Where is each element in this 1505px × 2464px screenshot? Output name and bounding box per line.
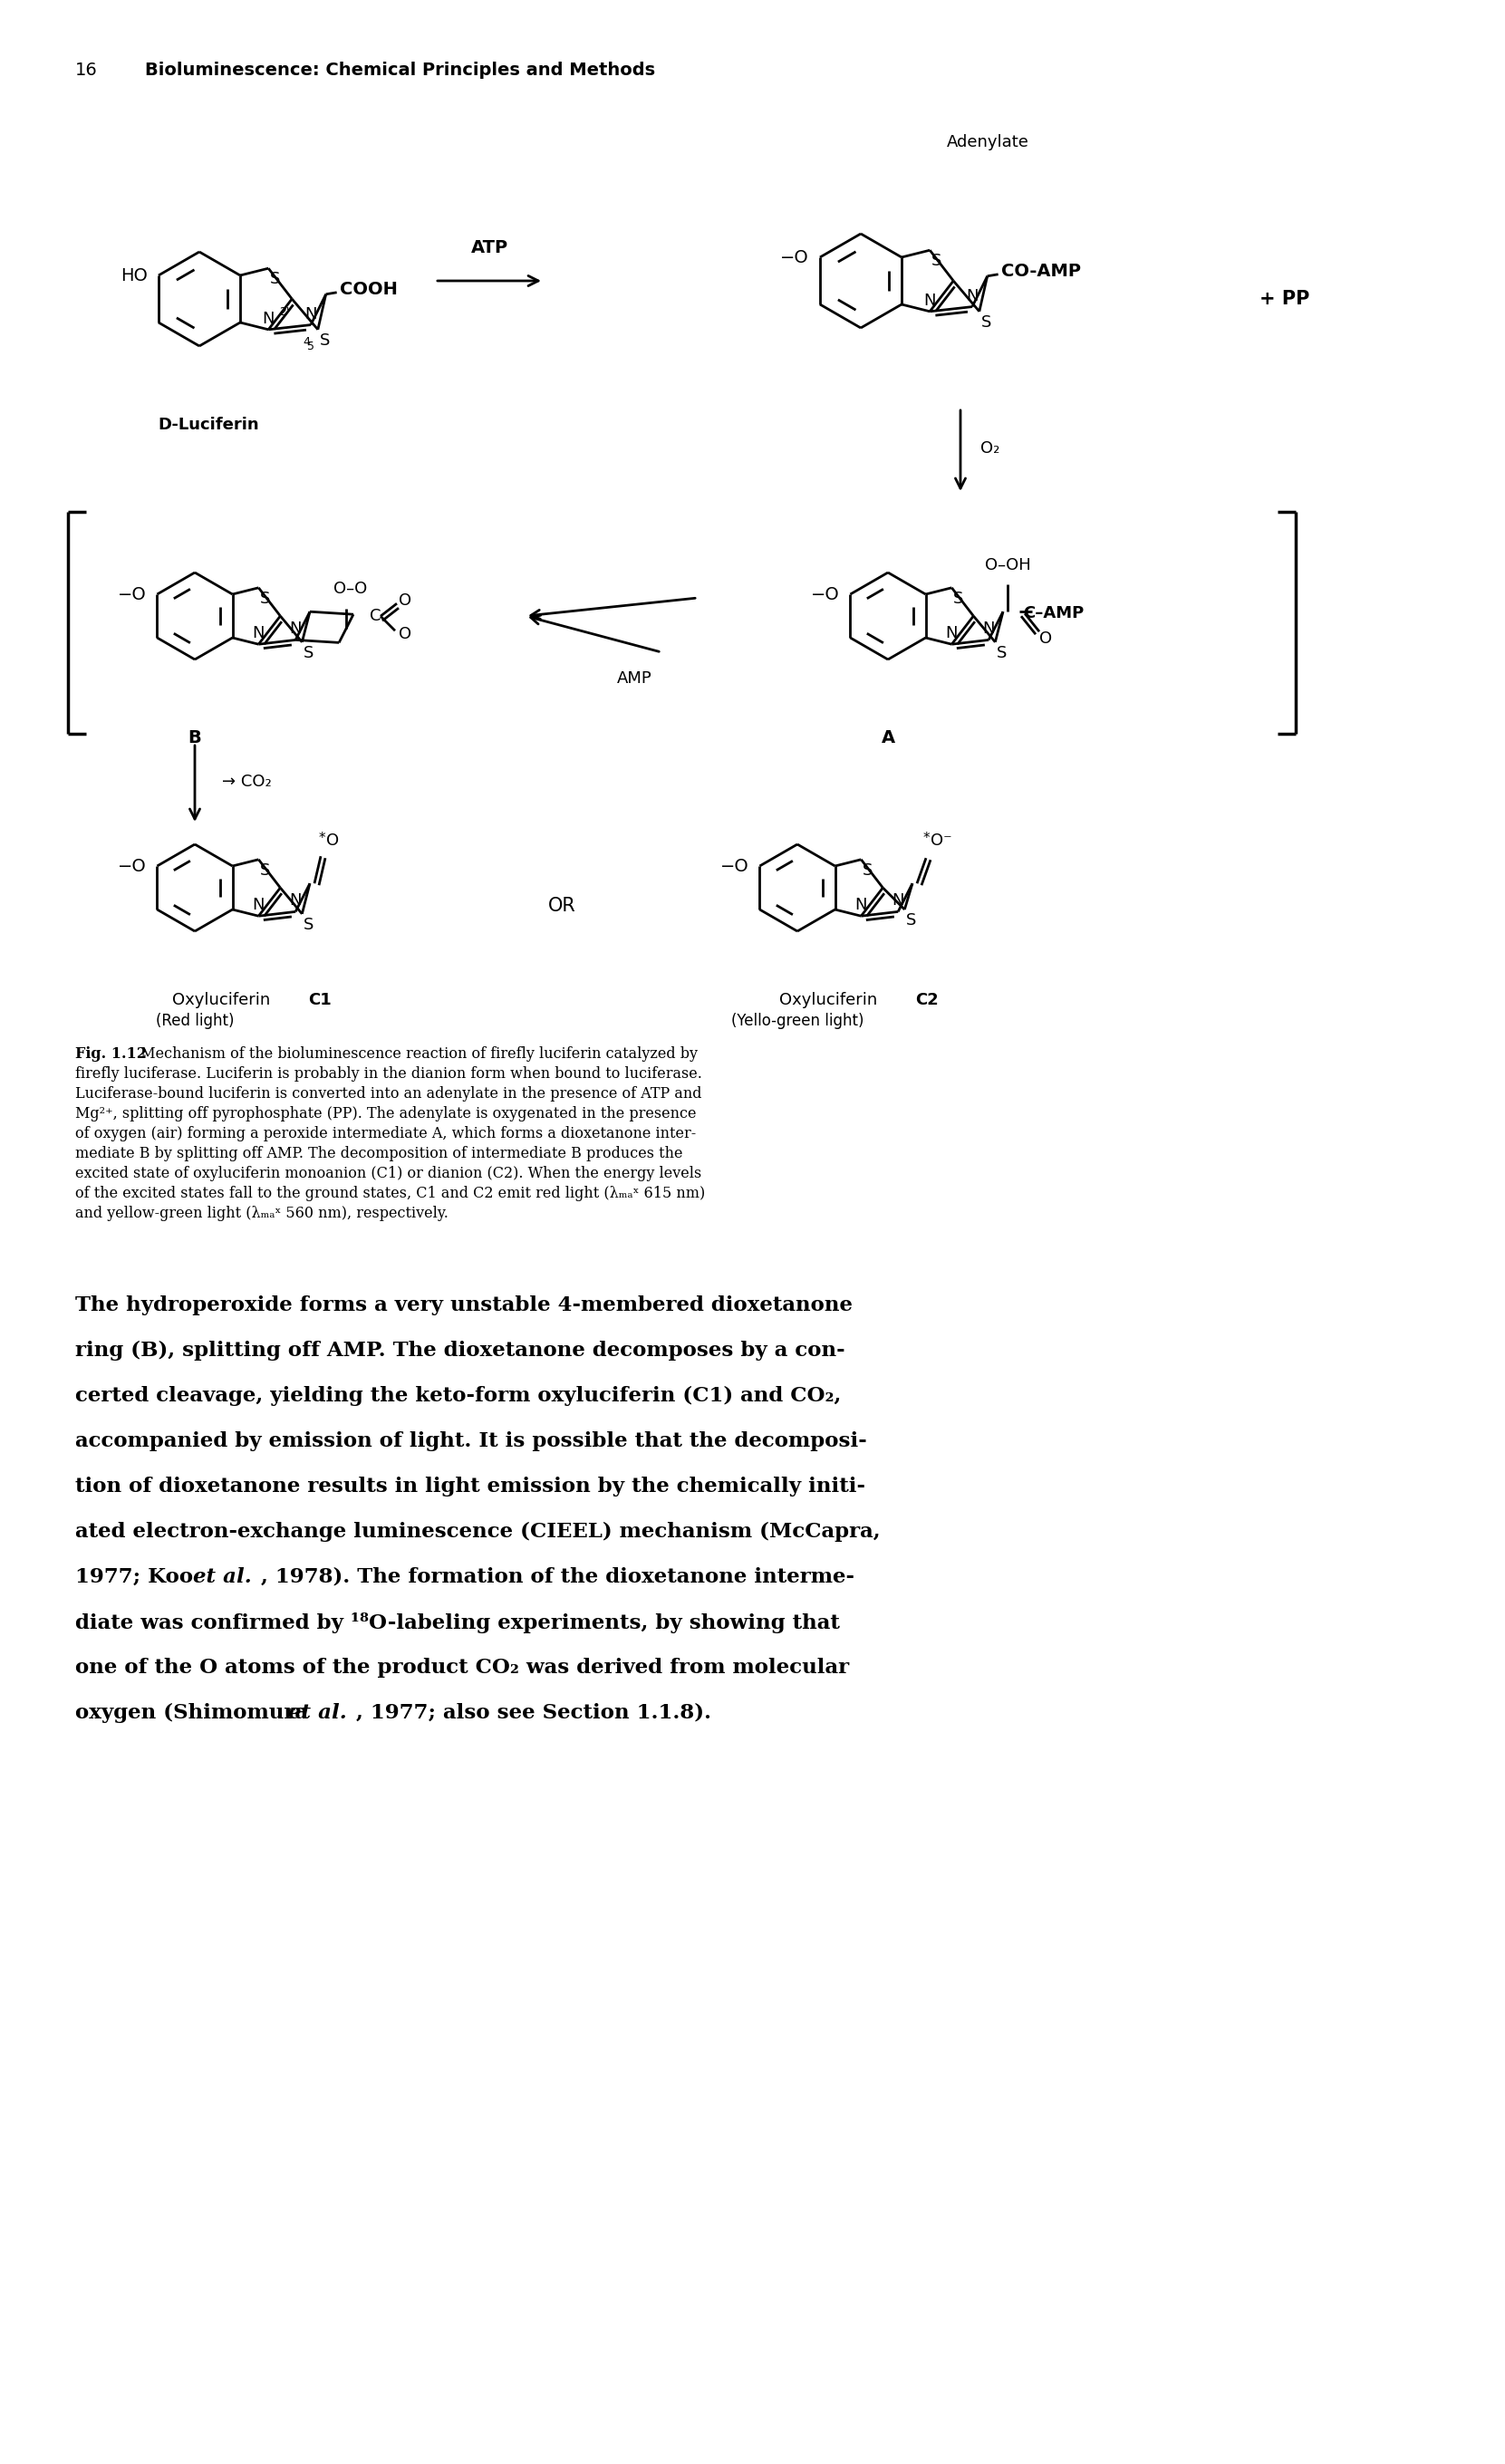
Text: of oxygen (air) forming a peroxide intermediate A, which forms a dioxetanone int: of oxygen (air) forming a peroxide inter… [75,1126,697,1141]
Text: O: O [399,594,411,609]
Text: excited state of oxyluciferin monoanion (C1) or dianion (C2). When the energy le: excited state of oxyluciferin monoanion … [75,1165,701,1180]
Text: S: S [304,917,315,934]
Text: et al.: et al. [287,1703,346,1722]
Text: N: N [924,293,936,308]
Text: O: O [1040,631,1052,648]
Text: AMP: AMP [617,670,652,687]
Text: S: S [954,591,963,606]
Text: diate was confirmed by ¹⁸O-labeling experiments, by showing that: diate was confirmed by ¹⁸O-labeling expe… [75,1611,840,1634]
Text: Oxyluciferin: Oxyluciferin [780,993,877,1008]
Text: *: * [319,833,327,845]
Text: S: S [932,254,942,269]
Text: S: S [862,862,873,880]
Text: The hydroperoxide forms a very unstable 4-membered dioxetanone: The hydroperoxide forms a very unstable … [75,1296,853,1316]
Text: ring (B), splitting off AMP. The dioxetanone decomposes by a con-: ring (B), splitting off AMP. The dioxeta… [75,1340,844,1360]
Text: O–OH: O–OH [984,557,1031,574]
Text: + PP: + PP [1260,291,1309,308]
Text: C1: C1 [309,993,331,1008]
Text: Bioluminescence: Chemical Principles and Methods: Bioluminescence: Chemical Principles and… [144,62,655,79]
Text: (Red light): (Red light) [155,1013,233,1030]
Text: , 1978). The formation of the dioxetanone interme-: , 1978). The formation of the dioxetanon… [260,1567,855,1587]
Text: OR: OR [548,897,576,914]
Text: → CO₂: → CO₂ [223,774,271,791]
Text: O: O [327,833,339,850]
Text: N: N [253,897,265,914]
Text: 2': 2' [280,306,290,318]
Text: CO-AMP: CO-AMP [1001,264,1081,281]
Text: oxygen (Shimomura: oxygen (Shimomura [75,1703,316,1722]
Text: −O: −O [780,249,810,266]
Text: N: N [966,288,978,303]
Text: 4: 4 [303,335,310,347]
Text: firefly luciferase. Luciferin is probably in the dianion form when bound to luci: firefly luciferase. Luciferin is probabl… [75,1067,703,1082]
Text: S: S [271,271,280,288]
Text: N: N [855,897,867,914]
Text: S: S [906,912,917,929]
Text: HO: HO [120,266,147,283]
Text: N: N [262,310,274,328]
Text: O⁻: O⁻ [930,833,953,850]
Text: tion of dioxetanone results in light emission by the chemically initi-: tion of dioxetanone results in light emi… [75,1476,865,1496]
Text: O–O: O–O [334,582,367,596]
Text: C2: C2 [915,993,939,1008]
Text: N: N [304,306,318,323]
Text: ATP: ATP [471,239,507,256]
Text: S: S [996,646,1007,660]
Text: B: B [188,729,202,747]
Text: , 1977; also see Section 1.1.8).: , 1977; also see Section 1.1.8). [357,1703,712,1722]
Text: S: S [981,315,992,330]
Text: −O: −O [719,857,749,875]
Text: O: O [399,626,411,643]
Text: certed cleavage, yielding the keto-form oxyluciferin (C1) and CO₂,: certed cleavage, yielding the keto-form … [75,1385,841,1407]
Text: N: N [983,621,995,638]
Text: et al.: et al. [193,1567,251,1587]
Text: ated electron-exchange luminescence (CIEEL) mechanism (McCapra,: ated electron-exchange luminescence (CIE… [75,1523,880,1542]
Text: S: S [304,646,315,660]
Text: −O: −O [117,586,146,604]
Text: Oxyluciferin: Oxyluciferin [172,993,271,1008]
Text: *: * [923,833,930,845]
Text: N: N [289,892,301,909]
Text: N: N [289,621,301,638]
Text: Fig. 1.12: Fig. 1.12 [75,1047,147,1062]
Text: and yellow-green light (λₘₐˣ 560 nm), respectively.: and yellow-green light (λₘₐˣ 560 nm), re… [75,1205,448,1222]
Text: A: A [880,729,895,747]
Text: D-Luciferin: D-Luciferin [158,416,259,434]
Text: of the excited states fall to the ground states, C1 and C2 emit red light (λₘₐˣ : of the excited states fall to the ground… [75,1185,706,1202]
Text: S: S [260,591,271,606]
Text: N: N [945,626,957,641]
Text: accompanied by emission of light. It is possible that the decomposi-: accompanied by emission of light. It is … [75,1432,867,1451]
Text: S: S [319,333,330,347]
Text: N: N [892,892,905,909]
Text: −O: −O [811,586,840,604]
Text: one of the O atoms of the product CO₂ was derived from molecular: one of the O atoms of the product CO₂ wa… [75,1658,849,1678]
Text: N: N [253,626,265,641]
Text: C: C [370,609,381,623]
Text: −O: −O [117,857,146,875]
Text: 16: 16 [75,62,98,79]
Text: Mg²⁺, splitting off pyrophosphate (PP). The adenylate is oxygenated in the prese: Mg²⁺, splitting off pyrophosphate (PP). … [75,1106,697,1121]
Text: Adenylate: Adenylate [947,133,1029,150]
Text: C–AMP: C–AMP [1023,606,1084,621]
Text: Mechanism of the bioluminescence reaction of firefly luciferin catalyzed by: Mechanism of the bioluminescence reactio… [131,1047,698,1062]
Text: O₂: O₂ [980,441,999,456]
Text: 5: 5 [307,340,315,352]
Text: (Yello-green light): (Yello-green light) [731,1013,864,1030]
Text: S: S [260,862,271,880]
Text: mediate B by splitting off AMP. The decomposition of intermediate B produces the: mediate B by splitting off AMP. The deco… [75,1146,683,1161]
Text: COOH: COOH [340,281,397,298]
Text: Luciferase-bound luciferin is converted into an adenylate in the presence of ATP: Luciferase-bound luciferin is converted … [75,1087,701,1101]
Text: 1977; Koo: 1977; Koo [75,1567,200,1587]
